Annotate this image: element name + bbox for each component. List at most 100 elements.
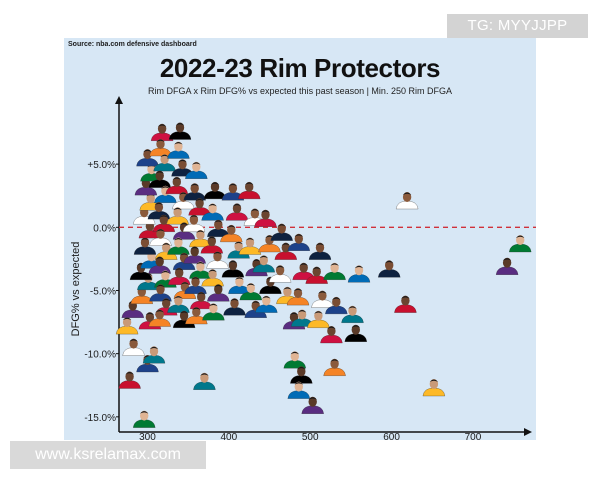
hair-shape bbox=[156, 229, 165, 232]
hair-shape bbox=[230, 298, 239, 302]
player-headshot-point bbox=[165, 176, 188, 195]
hair-shape bbox=[262, 296, 271, 299]
player-headshot-point bbox=[286, 288, 310, 306]
hair-shape bbox=[156, 139, 165, 142]
head-shape bbox=[228, 183, 238, 194]
x-tick-label: 700 bbox=[465, 432, 482, 440]
player-headshot-point bbox=[147, 202, 171, 220]
player-headshot-point bbox=[153, 154, 176, 172]
head-shape bbox=[259, 255, 268, 266]
hair-shape bbox=[245, 182, 254, 185]
tick-labels: +5.0% 0.0% -5.0% -10.0% -15.0% 300 400 500 600 70… bbox=[70, 160, 482, 440]
y-tick-label: +5.0% bbox=[87, 160, 116, 171]
hair-shape bbox=[297, 310, 307, 313]
player-headshot-point bbox=[182, 214, 206, 232]
head-shape bbox=[245, 237, 255, 248]
player-headshot-point bbox=[122, 338, 145, 356]
hair-shape bbox=[161, 270, 170, 274]
jersey-shape bbox=[118, 380, 141, 389]
head-shape bbox=[196, 229, 205, 240]
head-shape bbox=[172, 176, 181, 187]
jersey-shape bbox=[509, 243, 532, 253]
head-shape bbox=[155, 256, 164, 267]
player-headshot-point bbox=[166, 207, 189, 225]
head-shape bbox=[156, 228, 165, 239]
hair-shape bbox=[195, 198, 204, 202]
jersey-shape bbox=[395, 200, 419, 210]
y-tick-label: -10.0% bbox=[84, 350, 116, 361]
hair-shape bbox=[308, 397, 317, 400]
hair-shape bbox=[265, 235, 274, 238]
head-shape bbox=[190, 183, 199, 194]
hair-shape bbox=[180, 282, 190, 285]
jersey-shape bbox=[152, 223, 175, 232]
hair-shape bbox=[354, 265, 364, 269]
head-shape bbox=[245, 181, 254, 192]
hair-shape bbox=[192, 307, 201, 310]
player-headshot-point bbox=[509, 235, 532, 253]
head-shape bbox=[140, 237, 150, 248]
head-shape bbox=[210, 181, 220, 192]
y-tick-label: -5.0% bbox=[90, 286, 116, 297]
head-shape bbox=[235, 276, 244, 287]
y-tick-label: 0.0% bbox=[93, 223, 116, 234]
hair-shape bbox=[172, 177, 181, 180]
hair-shape bbox=[125, 372, 134, 375]
hair-shape bbox=[154, 202, 164, 206]
player-headshot-point bbox=[142, 346, 166, 364]
player-headshot-point bbox=[188, 198, 211, 216]
hair-shape bbox=[162, 243, 171, 246]
jersey-shape bbox=[238, 190, 261, 200]
scatter-plot: +5.0% 0.0% -5.0% -10.0% -15.0% 300 400 500 600 70… bbox=[70, 96, 536, 440]
player-headshot-point bbox=[228, 276, 251, 294]
hair-shape bbox=[214, 220, 223, 223]
player-headshot-point bbox=[287, 381, 310, 399]
x-tick-label: 600 bbox=[383, 432, 400, 440]
hair-shape bbox=[312, 267, 321, 270]
head-shape bbox=[146, 193, 155, 204]
hair-shape bbox=[318, 291, 327, 294]
hair-shape bbox=[189, 215, 199, 218]
player-headshot-point bbox=[150, 123, 174, 141]
head-shape bbox=[157, 123, 167, 134]
player-headshot-point bbox=[201, 269, 224, 287]
head-shape bbox=[191, 276, 200, 287]
source-note: Source: nba.com defensive dashboard bbox=[68, 41, 197, 48]
hair-shape bbox=[348, 306, 357, 309]
player-headshot-point bbox=[221, 260, 245, 278]
head-shape bbox=[160, 154, 169, 165]
hair-shape bbox=[156, 284, 165, 288]
player-headshot-point bbox=[168, 267, 191, 285]
axes bbox=[115, 96, 536, 436]
jersey-shape bbox=[154, 194, 177, 203]
head-shape bbox=[162, 298, 171, 309]
hair-shape bbox=[516, 235, 525, 238]
jersey-shape bbox=[202, 312, 225, 321]
head-shape bbox=[332, 296, 341, 307]
hair-shape bbox=[140, 411, 149, 414]
jersey-shape bbox=[149, 147, 172, 157]
head-shape bbox=[209, 303, 218, 314]
jersey-shape bbox=[307, 319, 330, 328]
head-shape bbox=[159, 214, 168, 225]
jersey-shape bbox=[134, 186, 158, 196]
player-headshot-point bbox=[148, 309, 171, 327]
head-shape bbox=[190, 246, 199, 257]
player-headshot-point bbox=[225, 203, 249, 221]
jersey-shape bbox=[136, 157, 159, 167]
jersey-shape bbox=[287, 390, 310, 399]
player-headshot-point bbox=[148, 170, 171, 188]
jersey-shape bbox=[320, 334, 343, 344]
hair-shape bbox=[190, 246, 199, 250]
hair-shape bbox=[402, 192, 412, 195]
head-shape bbox=[145, 312, 155, 323]
head-shape bbox=[250, 208, 260, 219]
player-headshot-point bbox=[136, 149, 159, 167]
head-shape bbox=[308, 396, 317, 407]
player-headshot-point bbox=[305, 266, 328, 284]
head-shape bbox=[297, 309, 307, 320]
jersey-shape bbox=[290, 375, 313, 384]
hair-shape bbox=[235, 277, 244, 280]
head-shape bbox=[179, 310, 189, 321]
watermark-bottom: www.ksrelamax.com bbox=[10, 441, 206, 469]
